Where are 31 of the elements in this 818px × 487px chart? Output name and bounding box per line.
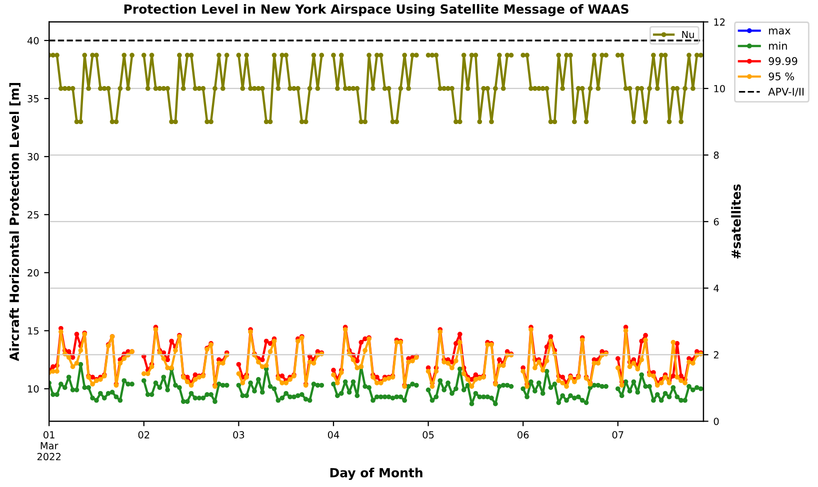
x-tick-label: 07 (612, 431, 624, 439)
y2-tick-label: 0 (714, 418, 719, 426)
y-tick-label: 30 (28, 153, 39, 160)
legend-label: 95 % (768, 72, 794, 80)
legend-label: min (769, 42, 787, 50)
x-tick-label: 02 (138, 431, 150, 439)
y2-tick-label: 6 (714, 218, 719, 226)
y-tick-label: 25 (28, 211, 39, 218)
x-tick-label: 06 (518, 431, 529, 439)
x-tick-label: 01 Mar 2022 (37, 431, 60, 460)
x-tick-label: 05 (422, 431, 434, 439)
y-tick-label: 40 (27, 36, 39, 44)
x-axis-title: Day of Month (330, 468, 422, 480)
y2-tick-label: 8 (714, 152, 719, 159)
y2-tick-label: 10 (714, 84, 725, 92)
y-tick-label: 35 (28, 95, 39, 102)
y-axis-title: Aircraft Horizontal Protection Level [m] (9, 83, 20, 362)
y2-axis-title: #satellites (731, 184, 741, 259)
y2-tick-label: 12 (714, 18, 725, 26)
x-tick-label: 04 (328, 431, 340, 439)
y2-tick-label: 4 (714, 284, 719, 292)
legend-label: APV-I/II (768, 88, 804, 96)
y2-tick-label: 2 (714, 351, 718, 358)
legend-label: 99.99 (768, 57, 798, 66)
legend-label: Nu (682, 30, 694, 38)
y-tick-label: 10 (28, 385, 39, 393)
x-tick-label: 03 (233, 431, 244, 439)
chart-title: Protection Level in New York Airspace Using Satellite Message of WAAS (124, 4, 628, 16)
y-tick-label: 20 (28, 269, 39, 276)
legend-label: max (769, 28, 790, 34)
y-tick-label: 15 (28, 327, 39, 335)
